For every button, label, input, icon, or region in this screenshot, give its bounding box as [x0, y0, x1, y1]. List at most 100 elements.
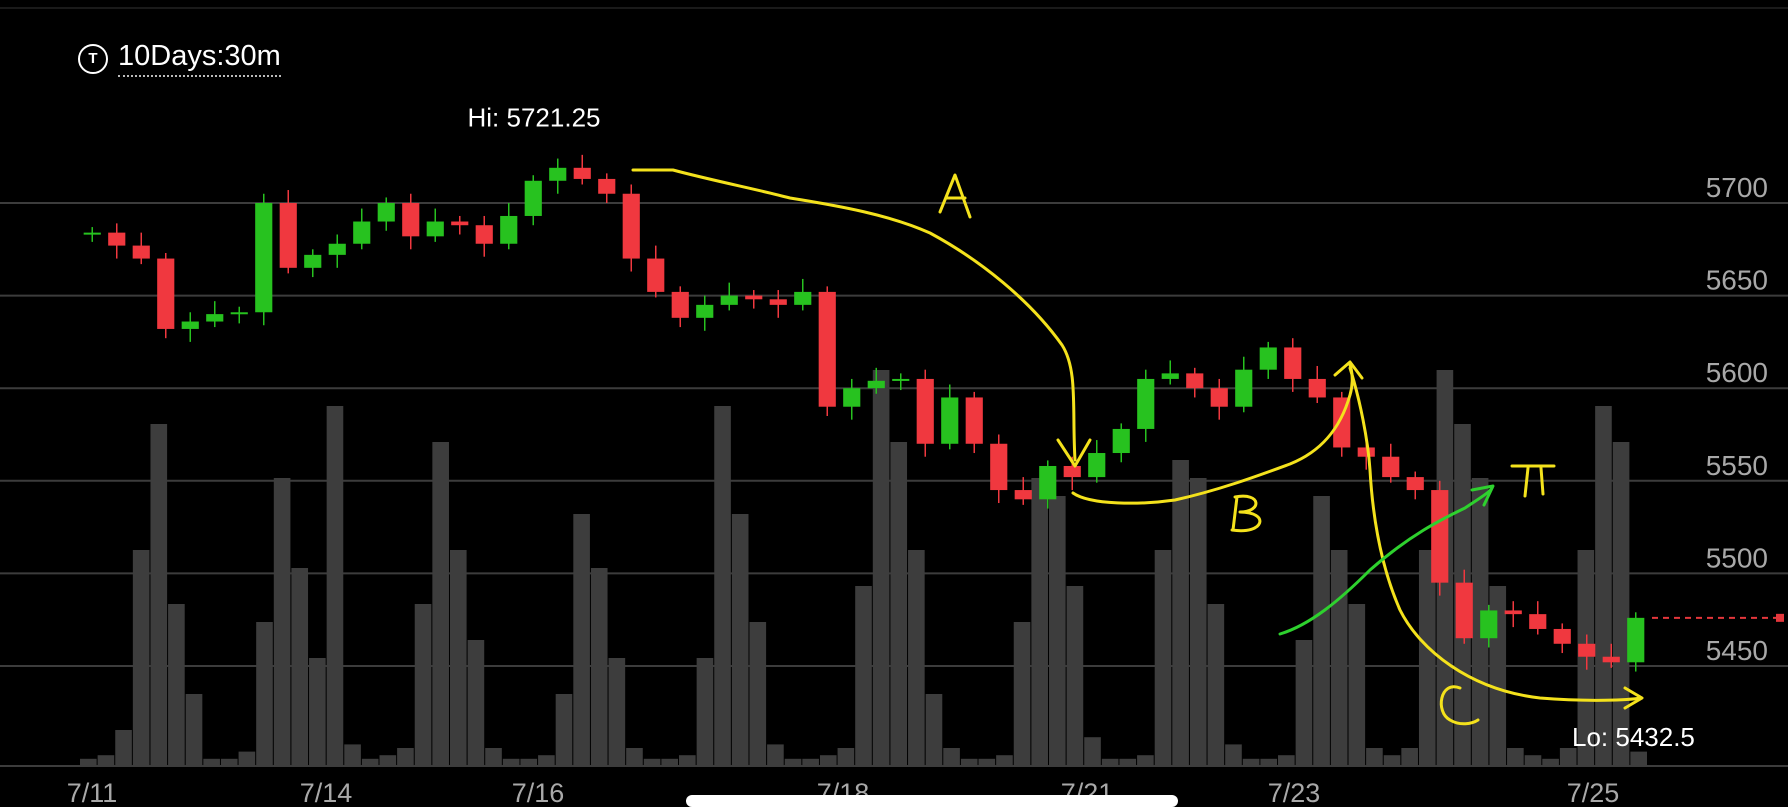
candle-body	[1578, 643, 1596, 657]
volume-bar	[608, 658, 626, 766]
volume-bar	[273, 478, 291, 766]
timeframe-label[interactable]: 10Days:30m	[118, 40, 281, 77]
volume-bar	[1348, 604, 1366, 766]
candle-body	[1039, 465, 1057, 500]
volume-bar	[361, 758, 379, 766]
home-indicator[interactable]	[686, 795, 1178, 807]
candle-body	[1455, 582, 1473, 639]
volume-bar	[908, 550, 925, 766]
annotation-curve-a	[631, 168, 1077, 462]
candle-body	[1308, 378, 1326, 398]
volume-bar	[344, 744, 361, 766]
volume-bar	[414, 604, 432, 766]
annotation-letter-c	[1439, 685, 1480, 726]
x-tick-label: 7/11	[67, 778, 118, 805]
volume-bar	[643, 758, 661, 766]
volume-bar	[1137, 755, 1154, 766]
volume-bar	[432, 442, 449, 766]
timeframe-selector[interactable]: T 10Days:30m	[78, 40, 281, 77]
volume-bar	[819, 755, 837, 766]
high-label: Hi: 5721.25	[468, 103, 601, 133]
volume-bar	[1295, 640, 1313, 766]
volume-bar	[150, 424, 168, 766]
x-tick-label: 7/16	[512, 778, 565, 805]
candle-body	[1284, 347, 1302, 379]
y-tick-label: 5450	[1706, 635, 1768, 666]
volume-bar	[132, 550, 150, 766]
candle-body	[1480, 610, 1498, 639]
candle-body	[230, 312, 248, 315]
volume-bar	[1242, 758, 1260, 766]
candle-body	[304, 254, 322, 268]
candle-body	[1112, 428, 1130, 454]
y-axis-labels: 5700 5650 5600 5550 5500 5450	[1706, 172, 1768, 666]
volume-bar	[837, 748, 855, 766]
candle-body	[671, 291, 689, 318]
candle-body	[769, 299, 787, 305]
candle-body	[524, 180, 542, 216]
volume-bar	[185, 694, 203, 766]
candle-body	[402, 203, 420, 237]
volume-bar	[485, 748, 502, 766]
annotation-curve-green	[1278, 486, 1494, 636]
volume-bar	[1225, 744, 1242, 766]
candle-body	[867, 380, 885, 389]
volume-bar	[1066, 586, 1084, 766]
volume-bar	[97, 755, 115, 766]
candle-body	[451, 221, 469, 226]
x-tick-label: 7/14	[300, 778, 353, 805]
volume-bar	[749, 622, 767, 766]
candlesticks	[83, 154, 1645, 672]
candle-body	[83, 232, 101, 235]
y-tick-label: 5650	[1706, 265, 1768, 296]
candle-body	[1602, 656, 1620, 663]
volume-bar	[802, 758, 819, 766]
candle-body	[720, 295, 738, 305]
volume-bars	[80, 370, 1647, 766]
y-tick-label: 5500	[1706, 542, 1768, 573]
volume-bar	[1207, 604, 1225, 766]
annotation-letter-pi	[1510, 464, 1556, 498]
candle-body	[1137, 378, 1155, 429]
candle-body	[990, 443, 1008, 491]
volume-bar	[1048, 496, 1066, 766]
volume-bar	[661, 758, 679, 766]
volume-bar	[872, 370, 890, 766]
volume-bar	[1595, 406, 1612, 766]
x-tick-label: 7/25	[1567, 778, 1620, 805]
candle-body	[647, 258, 665, 292]
volume-bar	[1542, 758, 1559, 766]
candle-body	[475, 225, 493, 244]
candle-body	[353, 221, 371, 244]
candle-body	[328, 243, 346, 255]
y-tick-label: 5700	[1706, 172, 1768, 203]
candle-body	[573, 167, 591, 179]
candle-body	[622, 193, 640, 259]
annotation-curve-c	[1348, 366, 1642, 702]
candle-body	[500, 215, 518, 244]
volume-bar	[1471, 478, 1489, 766]
candle-body	[1553, 628, 1571, 644]
y-tick-label: 5600	[1706, 357, 1768, 388]
volume-bar	[379, 755, 397, 766]
annotation-layer	[631, 168, 1644, 726]
volume-bar	[1524, 755, 1542, 766]
candle-body	[1259, 347, 1277, 370]
candle-body	[745, 295, 763, 300]
volume-bar	[1559, 748, 1577, 766]
volume-bar	[731, 514, 749, 766]
annotation-arrow-c	[1623, 686, 1644, 710]
volume-bar	[696, 658, 714, 766]
volume-bar	[943, 748, 960, 766]
candle-body	[157, 258, 175, 329]
candle-body	[1431, 490, 1449, 583]
candle-body	[1504, 610, 1522, 615]
volume-bar	[1031, 478, 1048, 766]
candle-body	[1186, 373, 1204, 389]
annotation-arrow-green	[1470, 484, 1495, 507]
volume-bar	[467, 640, 485, 766]
annotation-letter-a	[938, 173, 972, 219]
volume-bar	[1577, 550, 1595, 766]
candle-body	[794, 291, 812, 305]
